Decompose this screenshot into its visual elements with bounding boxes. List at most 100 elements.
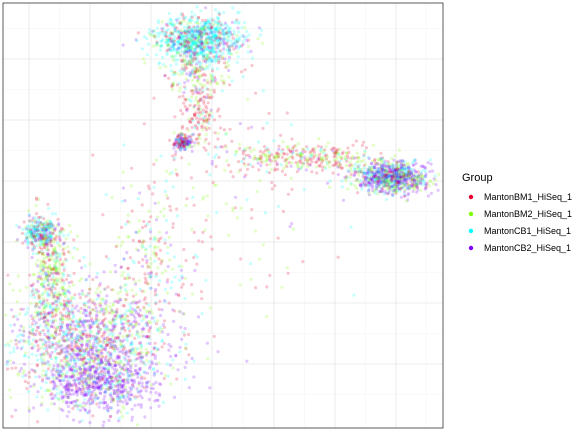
- data-point: [140, 381, 144, 385]
- data-point: [207, 46, 211, 50]
- data-point: [134, 301, 138, 305]
- data-point: [113, 263, 117, 267]
- data-point: [133, 350, 137, 354]
- data-point: [216, 35, 220, 39]
- data-point: [238, 142, 242, 146]
- data-point: [101, 367, 105, 371]
- data-point: [199, 52, 204, 57]
- data-point: [79, 357, 83, 361]
- data-point: [96, 325, 100, 329]
- data-point: [193, 26, 197, 30]
- data-point: [191, 47, 195, 51]
- data-point: [55, 376, 59, 380]
- data-point: [33, 235, 37, 239]
- data-point: [44, 340, 48, 345]
- data-point: [235, 39, 239, 44]
- data-point: [218, 37, 222, 42]
- data-point: [170, 54, 174, 59]
- data-point: [367, 192, 371, 196]
- data-point: [277, 144, 281, 148]
- data-point: [170, 30, 174, 34]
- data-point: [61, 409, 65, 413]
- data-point: [227, 44, 231, 48]
- data-point: [279, 133, 283, 137]
- data-point: [6, 273, 10, 277]
- data-point: [189, 45, 193, 49]
- data-point: [213, 27, 217, 31]
- data-point: [428, 184, 432, 188]
- data-point: [138, 373, 142, 377]
- data-point: [203, 22, 207, 26]
- data-point: [170, 88, 174, 92]
- data-point: [217, 57, 221, 61]
- data-point: [162, 33, 166, 37]
- data-point: [159, 382, 163, 387]
- data-point: [46, 236, 50, 240]
- data-point: [166, 264, 170, 269]
- data-point: [221, 28, 225, 32]
- data-point: [42, 243, 46, 247]
- data-point: [43, 332, 47, 337]
- data-point: [194, 41, 198, 45]
- data-point: [50, 357, 54, 361]
- data-point: [209, 27, 213, 31]
- data-point: [176, 29, 180, 34]
- data-point: [168, 47, 172, 51]
- data-point: [183, 39, 187, 43]
- data-point: [215, 54, 219, 58]
- data-point: [202, 45, 206, 49]
- data-point: [191, 56, 195, 60]
- data-point: [34, 212, 39, 216]
- data-point: [191, 33, 195, 37]
- data-point: [227, 64, 231, 68]
- data-point: [348, 160, 352, 164]
- data-point: [183, 44, 188, 48]
- data-point: [188, 47, 192, 52]
- data-point: [134, 369, 138, 373]
- data-point: [324, 158, 328, 162]
- data-point: [183, 49, 187, 53]
- data-point: [188, 48, 192, 52]
- data-point: [130, 418, 134, 422]
- data-point: [202, 72, 206, 76]
- data-point: [36, 349, 40, 353]
- data-point: [164, 35, 169, 39]
- data-point: [207, 49, 211, 54]
- data-point: [226, 47, 230, 51]
- data-point: [184, 45, 188, 49]
- data-point: [65, 307, 69, 311]
- data-point: [166, 41, 170, 45]
- data-point: [210, 41, 214, 45]
- data-point: [214, 34, 218, 38]
- data-point: [46, 202, 50, 206]
- data-point: [193, 48, 197, 52]
- data-point: [81, 292, 85, 296]
- data-point: [225, 41, 229, 45]
- data-point: [191, 40, 195, 44]
- data-point: [50, 351, 54, 355]
- data-point: [210, 95, 214, 99]
- data-point: [183, 147, 187, 152]
- data-point: [193, 39, 197, 43]
- data-point: [114, 339, 118, 344]
- data-point: [39, 311, 43, 315]
- data-points: [4, 5, 441, 428]
- data-point: [196, 53, 200, 57]
- data-point: [218, 26, 222, 30]
- data-point: [179, 30, 183, 34]
- data-point: [184, 346, 188, 350]
- data-point: [122, 406, 126, 411]
- data-point: [84, 334, 88, 338]
- data-point: [332, 155, 336, 159]
- data-point: [65, 357, 69, 361]
- data-point: [400, 159, 404, 163]
- data-point: [199, 33, 203, 37]
- data-point: [77, 339, 81, 343]
- data-point: [197, 60, 201, 64]
- data-point: [413, 158, 417, 162]
- data-point: [147, 397, 151, 402]
- data-point: [174, 71, 178, 75]
- data-point: [207, 32, 211, 36]
- data-point: [399, 172, 403, 176]
- data-point: [143, 61, 147, 65]
